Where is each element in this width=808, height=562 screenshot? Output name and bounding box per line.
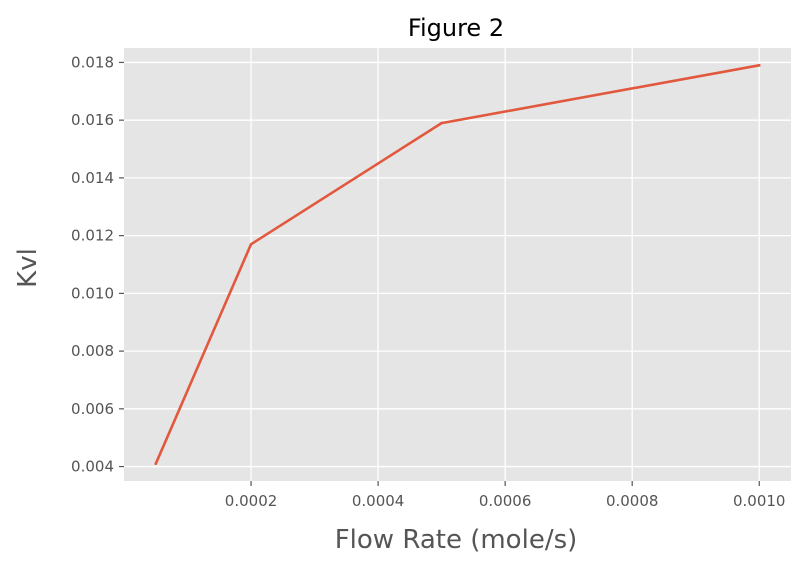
data-point xyxy=(757,64,761,67)
y-tick-label: 0.006 xyxy=(71,400,114,418)
y-tick-label: 0.008 xyxy=(71,342,114,360)
x-tick-label: 0.0006 xyxy=(479,492,532,510)
data-point xyxy=(249,242,253,246)
y-axis-label: Kvl xyxy=(13,248,43,288)
x-axis-label: Flow Rate (mole/s) xyxy=(335,525,578,555)
data-point xyxy=(154,462,158,465)
x-tick-label: 0.0010 xyxy=(733,492,786,510)
x-tick-label: 0.0008 xyxy=(606,492,659,510)
x-tick-label: 0.0004 xyxy=(352,492,405,510)
series-line xyxy=(154,64,761,466)
axis-ticks: 0.0002 0.0004 0.0006 0.0008 0.0010 0.004 0.006… xyxy=(71,53,785,510)
x-tick-label: 0.0002 xyxy=(225,492,278,510)
y-tick-label: 0.018 xyxy=(71,53,114,71)
plot-area xyxy=(124,48,791,481)
series-layer xyxy=(154,64,761,466)
chart-title: Figure 2 xyxy=(408,14,504,42)
y-tick-label: 0.014 xyxy=(71,169,114,187)
grid xyxy=(124,48,791,481)
y-tick-label: 0.010 xyxy=(71,284,114,302)
data-point xyxy=(440,121,443,125)
y-tick-label: 0.016 xyxy=(71,111,114,129)
y-tick-label: 0.012 xyxy=(71,227,114,245)
y-tick-label: 0.004 xyxy=(71,458,114,476)
